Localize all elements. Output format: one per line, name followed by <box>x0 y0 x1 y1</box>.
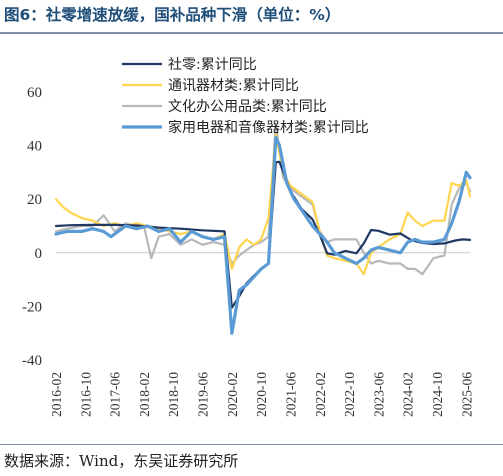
y-tick-label: -40 <box>22 353 42 369</box>
title-divider <box>0 32 503 34</box>
figure-title: 图6：社零增速放缓，国补品种下滑（单位：%） <box>4 6 341 24</box>
x-tick-label: 2020-02 <box>225 372 240 417</box>
x-tick-label: 2018-10 <box>166 372 181 417</box>
y-tick-label: 20 <box>27 192 42 208</box>
line-chart: 60 40 20 0 -20 -40 2016-02 2016-10 2017-06 2018-0… <box>22 57 474 417</box>
x-tick-label: 2025-06 <box>459 372 474 417</box>
x-tick-label: 2024-02 <box>401 372 416 417</box>
x-tick-label: 2021-06 <box>283 372 298 417</box>
x-tick-label: 2022-02 <box>313 372 328 417</box>
source-note: 数据来源：Wind，东吴证券研究所 <box>4 452 239 470</box>
x-tick-label: 2022-10 <box>342 372 357 417</box>
chart-legend: 社零:累计同比通讯器材类:累计同比文化办公用品类:累计同比家用电器和音像器材类:… <box>122 57 369 136</box>
x-tick-label: 2018-02 <box>137 372 152 417</box>
x-tick-label: 2024-10 <box>430 372 445 417</box>
legend-label-1: 社零:累计同比 <box>168 57 257 73</box>
series-layer <box>54 123 472 335</box>
legend-label-2: 通讯器材类:累计同比 <box>168 78 299 94</box>
x-tick-label: 2016-02 <box>49 372 64 417</box>
legend-label-4: 家用电器和音像器材类:累计同比 <box>168 119 369 136</box>
series-line-4 <box>54 136 472 335</box>
legend-label-3: 文化办公用品类:累计同比 <box>168 99 327 115</box>
series-line-3 <box>54 123 472 276</box>
series-line-2 <box>54 133 472 276</box>
x-tick-label: 2017-06 <box>108 372 123 417</box>
y-tick-label: 60 <box>27 85 42 101</box>
source-divider <box>0 444 503 445</box>
chart-axes: 60 40 20 0 -20 -40 2016-02 2016-10 2017-06 2018-0… <box>22 85 474 417</box>
x-tick-label: 2023-06 <box>371 372 386 417</box>
y-tick-label: 0 <box>35 246 43 262</box>
x-tick-label: 2016-10 <box>78 372 93 417</box>
x-tick-label: 2020-10 <box>254 372 269 417</box>
y-tick-label: 40 <box>27 139 42 155</box>
y-tick-label: -20 <box>22 299 42 315</box>
x-tick-label: 2019-06 <box>196 372 211 417</box>
